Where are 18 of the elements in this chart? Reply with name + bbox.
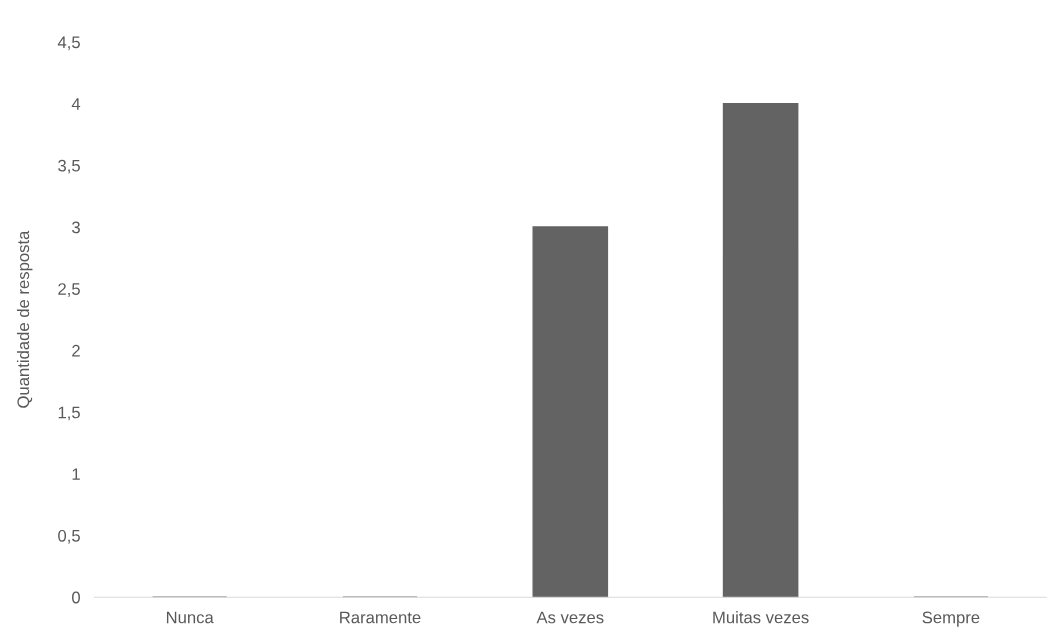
y-tick-label: 3,5 xyxy=(58,159,80,174)
x-tick-label: As vezes xyxy=(536,611,604,624)
y-tick-label: 3 xyxy=(72,221,80,234)
y-tick-label: 2,5 xyxy=(58,283,80,297)
x-tick-label: Nunca xyxy=(166,611,214,624)
y-tick-label: 1,5 xyxy=(58,406,80,421)
y-tick-label: 4,5 xyxy=(57,36,80,51)
x-tick-label: Muitas vezes xyxy=(713,611,809,624)
y-tick-label: 4 xyxy=(71,98,81,110)
bar xyxy=(532,226,609,598)
y-tick-label: 0 xyxy=(72,591,80,604)
bar xyxy=(722,102,799,598)
x-tick-label: Raramente xyxy=(340,611,421,624)
y-axis-title: Quantidade de resposta xyxy=(16,230,33,408)
x-tick-label: Sempre xyxy=(922,611,980,627)
y-tick-label: 0,5 xyxy=(58,529,80,544)
y-tick-label: 1 xyxy=(72,468,80,480)
y-tick-label: 2 xyxy=(72,344,80,357)
